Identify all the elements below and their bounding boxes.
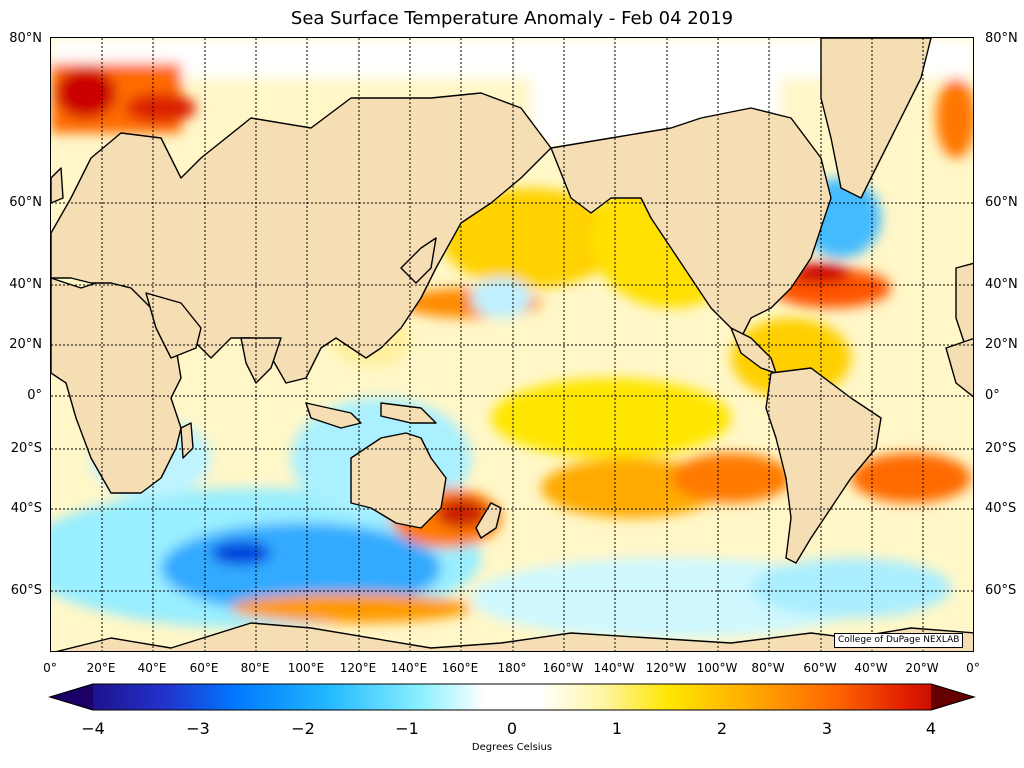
colorbar-tick-3: 3 — [821, 719, 833, 738]
colorbar-tick-2: 2 — [716, 719, 728, 738]
india — [240, 337, 282, 384]
lat-label-0: 0° — [27, 388, 42, 403]
colorbar-tick-4: 4 — [925, 719, 937, 738]
colorbar-tick--4: −4 — [81, 719, 105, 738]
greenland — [820, 38, 932, 199]
graticule — [51, 38, 973, 651]
lon-label-80e: 80°E — [240, 661, 270, 675]
colorbar-fill — [48, 683, 976, 711]
lat-label-20n-right: 20°N — [985, 337, 1018, 352]
lat-label-20n: 20°N — [9, 337, 42, 352]
colorbar — [48, 683, 976, 711]
colorbar-tick-1: 1 — [611, 719, 623, 738]
new-guinea — [380, 402, 437, 424]
lat-label-60n: 60°N — [9, 195, 42, 210]
lat-label-40s: 40°S — [10, 501, 42, 516]
lon-label-180: 180° — [497, 661, 527, 675]
lon-label-40e: 40°E — [137, 661, 167, 675]
lat-label-20s: 20°S — [10, 441, 42, 456]
credit-box: College of DuPage NEXLAB — [834, 633, 964, 648]
lon-label-100w: 100°W — [696, 661, 738, 675]
colorbar-high-arrow — [931, 684, 974, 710]
colorbar-low-arrow — [50, 684, 93, 710]
map-svg — [51, 38, 973, 651]
lat-label-20s-right: 20°S — [985, 441, 1017, 456]
colorbar-tick--3: −3 — [186, 719, 210, 738]
indonesia — [305, 402, 362, 429]
antarctica — [56, 622, 973, 651]
lat-label-60s: 60°S — [10, 583, 42, 598]
lat-label-80n: 80°N — [9, 31, 42, 46]
map-title: Sea Surface Temperature Anomaly - Feb 04… — [290, 8, 734, 29]
lon-label-160w: 160°W — [542, 661, 584, 675]
north-america — [550, 107, 832, 339]
arabia — [145, 292, 202, 359]
lon-label-140w: 140°W — [593, 661, 635, 675]
lon-label-80w: 80°W — [751, 661, 785, 675]
lat-label-80n-right: 80°N — [985, 31, 1018, 46]
lon-label-0-east: 0° — [966, 661, 980, 675]
lat-label-40n-right: 40°N — [985, 277, 1018, 292]
lon-label-60w: 60°W — [803, 661, 837, 675]
lon-label-140e: 140°E — [390, 661, 428, 675]
colorbar-tick-0: 0 — [506, 719, 518, 738]
new-zealand — [475, 502, 502, 539]
lon-label-120e: 120°E — [339, 661, 377, 675]
lat-label-60n-right: 60°N — [985, 195, 1018, 210]
uk — [51, 167, 64, 204]
lat-label-40s-right: 40°S — [985, 501, 1017, 516]
colorbar-tick--2: −2 — [291, 719, 315, 738]
lon-label-160e: 160°E — [441, 661, 479, 675]
lon-label-40w: 40°W — [854, 661, 888, 675]
australia — [350, 432, 447, 529]
lon-label-100e: 100°E — [287, 661, 325, 675]
colorbar-outline — [48, 683, 976, 711]
lon-label-0: 0° — [43, 661, 57, 675]
lat-label-0-right: 0° — [985, 388, 1000, 403]
colorbar-label: Degrees Celsius — [471, 742, 553, 753]
lon-label-120w: 120°W — [645, 661, 687, 675]
land — [51, 38, 973, 651]
africa-west — [945, 337, 973, 398]
south-america — [765, 367, 882, 564]
sst-anomaly-map — [50, 37, 974, 652]
lon-label-20e: 20°E — [86, 661, 116, 675]
lat-label-60s-right: 60°S — [985, 583, 1017, 598]
lon-label-20w: 20°W — [905, 661, 939, 675]
colorbar-tick--1: −1 — [395, 719, 419, 738]
lon-label-60e: 60°E — [189, 661, 219, 675]
lat-label-40n: 40°N — [9, 277, 42, 292]
